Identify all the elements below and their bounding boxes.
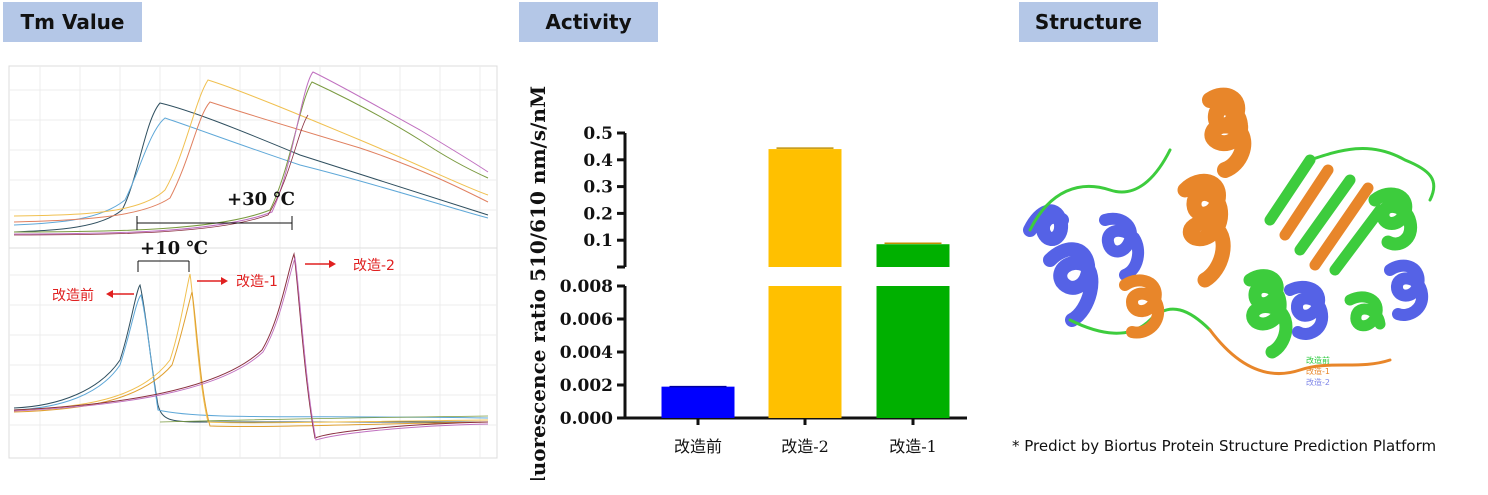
tm-curves-svg: +30 ℃ +10 ℃ 改造前 改造-1 改造-2 — [8, 65, 498, 459]
tm-value-header: Tm Value — [3, 2, 142, 42]
lower-curve-g — [13, 252, 489, 439]
ribbon-group — [1023, 87, 1436, 376]
sheet-right-5 — [1329, 204, 1386, 276]
upper-grid — [9, 66, 497, 248]
upper-curve-c — [13, 79, 489, 217]
arrow-before-head — [106, 290, 113, 298]
structure-panel: 改造前 改造-1 改造-2 — [1010, 70, 1480, 430]
category-label-1: 改造-2 — [781, 437, 829, 456]
upper-plot-frame — [8, 65, 498, 249]
y-tick-label-upper: 0.4 — [583, 151, 613, 171]
label-before: 改造前 — [52, 287, 94, 304]
coil-lower — [1208, 328, 1392, 376]
sheet-right-1 — [1264, 154, 1316, 226]
y-tick-label-lower: 0.002 — [560, 376, 613, 396]
coil-right — [1308, 147, 1436, 202]
upper-curve-f — [13, 71, 489, 235]
lower-curve-b — [13, 294, 489, 419]
helix-right-1 — [1368, 187, 1418, 251]
legend-mod2: 改造-2 — [1306, 377, 1330, 387]
category-label-2: 改造-1 — [889, 437, 937, 456]
sheet-right-2 — [1279, 164, 1334, 241]
tm-panel: +30 ℃ +10 ℃ 改造前 改造-1 改造-2 — [0, 60, 505, 470]
y-tick-label-lower: 0.006 — [560, 310, 613, 330]
coil-left — [1028, 148, 1172, 232]
helix-left-1 — [1023, 204, 1069, 246]
tm-value-header-text: Tm Value — [20, 10, 125, 34]
y-tick-label-lower: 0.004 — [560, 343, 613, 363]
helix-center-2 — [1177, 173, 1231, 288]
helix-left-3 — [1099, 212, 1145, 281]
y-tick-label-upper: 0.5 — [583, 124, 613, 144]
helix-lower-1 — [1243, 269, 1293, 359]
category-labels: 改造前 改造-2 改造-1 — [674, 437, 937, 456]
legend-before: 改造前 — [1306, 355, 1330, 365]
label-mod2: 改造-2 — [353, 258, 395, 274]
y-tick-label-lower: 0.008 — [560, 277, 613, 297]
lower-curve-c — [13, 273, 489, 424]
upper-curve-d — [13, 101, 489, 223]
structure-header: Structure — [1019, 2, 1158, 42]
helix-left-2 — [1043, 242, 1099, 327]
lower-curve-e — [159, 415, 489, 423]
plus30-annotation: +30 ℃ — [227, 189, 295, 210]
protein-structure-image: 改造前 改造-1 改造-2 — [1023, 87, 1436, 387]
upper-curve-g — [13, 114, 309, 236]
activity-panel: Fluorescence ratio 510/610 nm/s/nM 0.000… — [515, 60, 985, 495]
ticks-group: 0.000 0.002 0.004 0.006 0.008 0.1 0.2 0.3 0.4 0.5 — [560, 124, 625, 429]
y-tick-label-upper: 0.1 — [583, 231, 613, 251]
arrow-mod1-head — [221, 277, 228, 285]
helix-center-3 — [1119, 274, 1165, 339]
helix-right-2 — [1384, 259, 1429, 321]
upper-curve-a — [13, 102, 489, 233]
lower-curve-f — [13, 256, 489, 441]
arrow-mod2-head — [329, 260, 336, 268]
bar-0 — [661, 386, 735, 418]
bar-1-upper — [768, 149, 842, 267]
helix-right-3 — [1344, 291, 1386, 332]
lower-curve-d — [13, 291, 489, 428]
y-axis-label: Fluorescence ratio 510/610 nm/s/nM — [526, 86, 550, 480]
helix-center-1 — [1202, 87, 1252, 178]
activity-header: Activity — [519, 2, 658, 42]
structure-header-text: Structure — [1034, 10, 1143, 34]
plus10-annotation: +10 ℃ — [140, 238, 208, 259]
category-label-0: 改造前 — [674, 437, 722, 456]
bar-2-upper — [876, 244, 950, 267]
label-mod1: 改造-1 — [236, 274, 278, 290]
activity-header-text: Activity — [545, 10, 632, 34]
y-tick-label-upper: 0.3 — [583, 178, 613, 198]
y-tick-label-upper: 0.2 — [583, 204, 613, 224]
sheet-right-4 — [1309, 182, 1374, 271]
sheet-right-3 — [1294, 174, 1356, 256]
prediction-note: * Predict by Biortus Protein Structure P… — [1012, 437, 1437, 455]
activity-bar-chart: Fluorescence ratio 510/610 nm/s/nM 0.000… — [526, 86, 967, 495]
bars-group — [661, 147, 950, 418]
upper-curve-e — [13, 81, 489, 233]
bar-1-lower — [768, 286, 842, 418]
y-tick-label-lower: 0.000 — [560, 409, 613, 429]
lower-grid — [9, 248, 497, 458]
legend-mod1: 改造-1 — [1306, 366, 1330, 376]
bar-2-lower — [876, 286, 950, 418]
helix-lower-2 — [1284, 280, 1329, 340]
